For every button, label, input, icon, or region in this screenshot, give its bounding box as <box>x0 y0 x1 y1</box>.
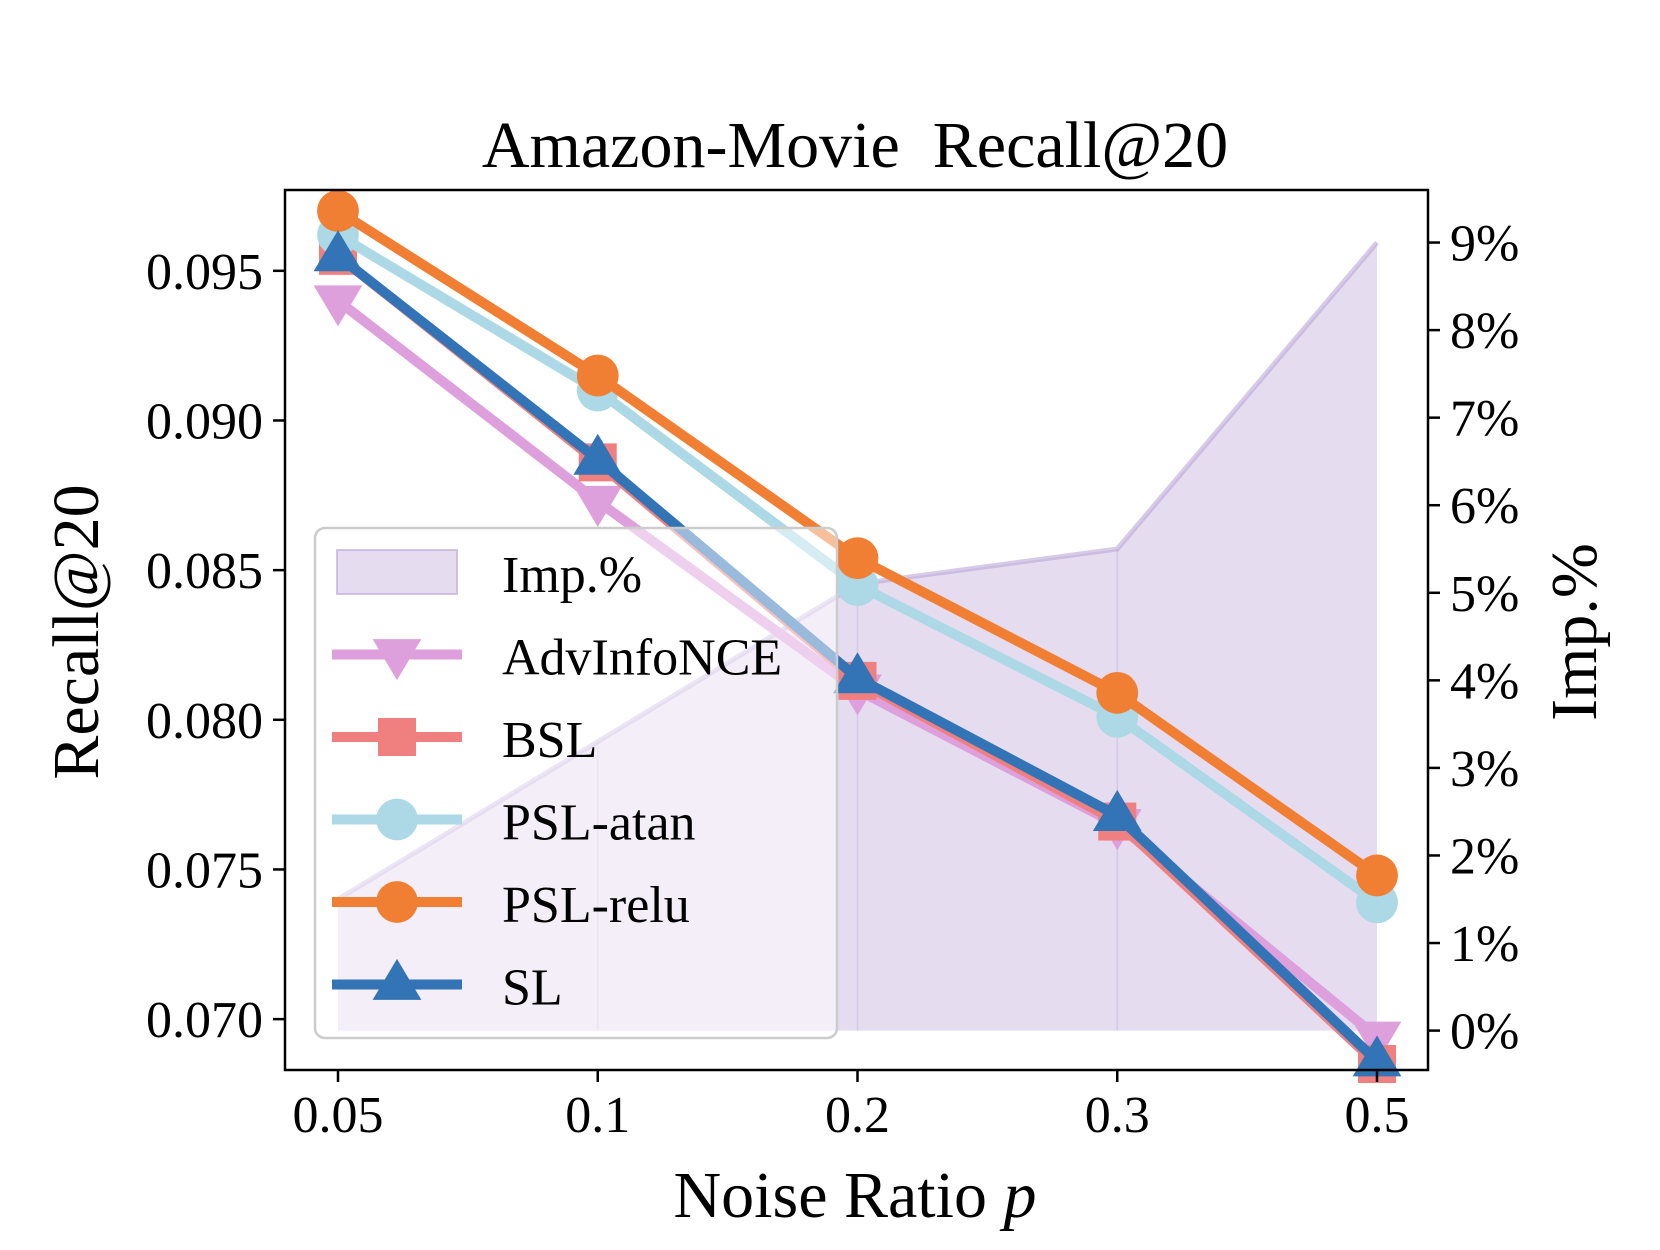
series-layer <box>313 190 1402 1084</box>
series-point-psl-relu <box>1356 854 1398 897</box>
series-point-psl-relu <box>1096 671 1139 714</box>
legend-marker-advinfonce <box>372 639 422 681</box>
legend: Imp.% AdvInfoNCE BSL PSL-atan PSL-relu SL <box>313 526 839 1040</box>
legend-marker-psl-atan <box>376 798 418 841</box>
series-point-psl-relu <box>317 190 359 232</box>
y2-tick-label: 1% <box>1450 916 1519 973</box>
y2-tick-label: 5% <box>1450 566 1519 623</box>
y-axis-right: 0% 1% 2% 3% 4% 5% 6% 7% 8% 9% <box>1428 216 1519 1061</box>
y-tick-label: 0.070 <box>146 992 263 1049</box>
y-tick-label: 0.095 <box>146 244 263 301</box>
series-point-sl <box>573 433 623 475</box>
legend-label-sl: SL <box>502 960 563 1017</box>
y2-tick-label: 9% <box>1450 216 1519 273</box>
legend-swatch-imp <box>336 549 458 595</box>
legend-label-psl-relu: PSL-relu <box>502 877 690 934</box>
legend-label-advinfonce: AdvInfoNCE <box>502 630 782 687</box>
series-point-sl <box>1092 789 1142 831</box>
series-point-advinfonce <box>573 485 623 527</box>
legend-marker-psl-relu <box>376 881 418 923</box>
series-point-sl <box>833 652 882 694</box>
series-point-psl-relu <box>836 537 879 580</box>
x-axis-label-variable: p <box>999 1159 1036 1232</box>
legend-label-imp: Imp.% <box>502 547 642 604</box>
x-tick-label: 0.2 <box>825 1087 890 1144</box>
legend-label-bsl: BSL <box>502 712 597 769</box>
y-tick-label: 0.080 <box>146 693 263 750</box>
x-axis-label: Noise Ratio p <box>674 1159 1037 1232</box>
y2-tick-label: 3% <box>1450 741 1519 798</box>
chart-title: Amazon-Movie Recall@20 <box>482 109 1228 182</box>
y-axis-left: 0.070 0.075 0.080 0.085 0.090 0.095 <box>146 244 285 1049</box>
x-tick-label: 0.05 <box>293 1087 384 1144</box>
legend-box <box>313 526 839 1040</box>
series-point-psl-relu <box>576 354 619 397</box>
x-tick-label: 0.5 <box>1345 1087 1410 1144</box>
legend-marker-bsl <box>378 718 416 756</box>
y2-tick-label: 0% <box>1450 1004 1519 1061</box>
y-tick-label: 0.085 <box>146 543 263 600</box>
y2-axis-label: Imp.% <box>1538 543 1611 721</box>
y2-tick-label: 2% <box>1450 828 1519 885</box>
x-axis-label-text: Noise Ratio <box>674 1159 1004 1232</box>
x-axis: 0.05 0.1 0.2 0.3 0.5 <box>293 1070 1410 1144</box>
legend-marker-sl <box>372 958 422 1000</box>
y2-tick-label: 4% <box>1450 653 1519 710</box>
y2-tick-label: 8% <box>1450 303 1519 360</box>
y2-tick-label: 6% <box>1450 478 1519 535</box>
x-tick-label: 0.1 <box>565 1087 630 1144</box>
y2-tick-label: 7% <box>1450 391 1519 448</box>
series-point-advinfonce <box>313 285 363 327</box>
legend-label-psl-atan: PSL-atan <box>502 795 696 852</box>
y-tick-label: 0.075 <box>146 842 263 899</box>
y-axis-label: Recall@20 <box>40 484 113 779</box>
series-point-sl <box>1352 1035 1402 1077</box>
x-tick-label: 0.3 <box>1085 1087 1150 1144</box>
y-tick-label: 0.090 <box>146 393 263 450</box>
series-psl-relu <box>317 190 1398 897</box>
series-sl <box>313 230 1402 1077</box>
series-point-sl <box>313 230 363 272</box>
